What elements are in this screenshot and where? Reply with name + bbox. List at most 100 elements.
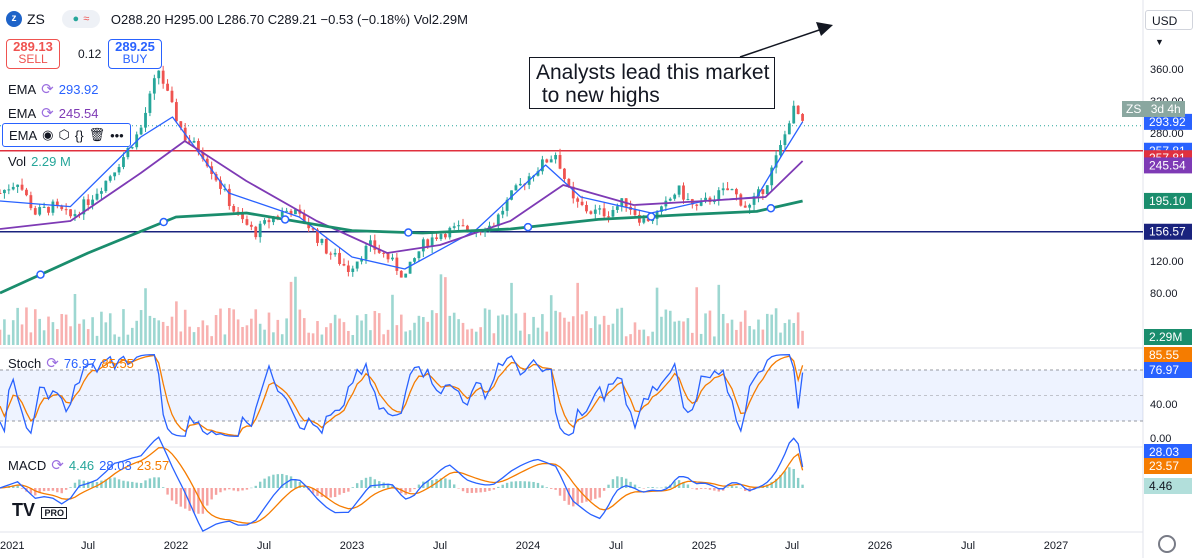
candle-body[interactable] xyxy=(86,199,90,205)
candle-body[interactable] xyxy=(360,259,363,262)
candle-body[interactable] xyxy=(373,240,377,250)
macd-signal-line[interactable] xyxy=(0,446,804,524)
candle-body[interactable] xyxy=(166,83,169,91)
buy-button[interactable]: 289.25 BUY xyxy=(108,39,162,69)
ema-line[interactable] xyxy=(0,199,803,295)
candle-body[interactable] xyxy=(483,231,487,233)
ema-marker[interactable] xyxy=(523,222,533,232)
macd-legend[interactable]: MACD ⟳ 4.46 28.03 23.57 xyxy=(8,456,169,474)
candle-body[interactable] xyxy=(386,253,390,260)
candle-body[interactable] xyxy=(170,90,174,103)
symbol-logo-icon[interactable]: z xyxy=(6,11,22,27)
candle-body[interactable] xyxy=(783,134,787,146)
candle-body[interactable] xyxy=(197,140,200,153)
candle-body[interactable] xyxy=(382,252,386,254)
candle-body[interactable] xyxy=(571,186,575,199)
candle-body[interactable] xyxy=(126,147,130,158)
candle-body[interactable] xyxy=(699,200,703,206)
candle-body[interactable] xyxy=(779,145,782,156)
candle-body[interactable] xyxy=(161,70,165,84)
candle-body[interactable] xyxy=(223,188,227,190)
candle-body[interactable] xyxy=(580,201,584,205)
refresh-icon[interactable]: ⟳ xyxy=(51,457,64,474)
candle-body[interactable] xyxy=(122,157,125,168)
candle-body[interactable] xyxy=(64,209,68,211)
candle-body[interactable] xyxy=(289,210,293,215)
refresh-icon[interactable]: ⟳ xyxy=(41,81,54,98)
candle-body[interactable] xyxy=(192,140,196,143)
candle-body[interactable] xyxy=(55,201,59,206)
candle-body[interactable] xyxy=(316,229,319,243)
candle-body[interactable] xyxy=(435,237,438,239)
visibility-toggle-icon[interactable]: ● ≈ xyxy=(61,10,100,28)
candle-body[interactable] xyxy=(787,123,791,135)
candle-body[interactable] xyxy=(113,172,117,177)
candle-body[interactable] xyxy=(589,211,593,214)
candle-body[interactable] xyxy=(82,199,86,215)
candle-body[interactable] xyxy=(408,261,412,274)
ema-marker[interactable] xyxy=(404,228,413,237)
ema-mid-legend[interactable]: EMA ⟳ 245.54 xyxy=(8,104,99,122)
candle-body[interactable] xyxy=(660,206,663,212)
trash-icon[interactable]: 🗑 xyxy=(88,127,106,142)
annotation-box[interactable]: Analysts lead this market to new highs xyxy=(529,57,775,109)
candle-body[interactable] xyxy=(774,155,778,168)
chart-settings-icon[interactable] xyxy=(1158,535,1176,553)
candle-body[interactable] xyxy=(421,239,425,252)
candle-body[interactable] xyxy=(735,189,738,195)
candle-body[interactable] xyxy=(426,239,430,247)
source-code-icon[interactable]: {} xyxy=(74,127,84,143)
candle-body[interactable] xyxy=(280,211,284,217)
refresh-icon[interactable]: ⟳ xyxy=(41,105,54,122)
candle-body[interactable] xyxy=(536,171,540,176)
candle-body[interactable] xyxy=(285,210,289,212)
candle-body[interactable] xyxy=(757,189,760,197)
candle-body[interactable] xyxy=(130,147,134,149)
candle-body[interactable] xyxy=(540,159,544,172)
settings-icon[interactable]: ⬡ xyxy=(58,127,70,142)
candle-body[interactable] xyxy=(271,216,275,223)
candle-body[interactable] xyxy=(307,223,311,229)
candle-body[interactable] xyxy=(730,189,734,191)
candle-body[interactable] xyxy=(144,112,147,128)
candle-body[interactable] xyxy=(413,258,416,262)
candle-body[interactable] xyxy=(38,207,42,215)
candle-body[interactable] xyxy=(717,190,721,201)
candle-body[interactable] xyxy=(157,70,161,79)
candle-body[interactable] xyxy=(338,252,341,264)
candle-body[interactable] xyxy=(726,188,729,191)
candle-body[interactable] xyxy=(108,176,112,181)
symbol-ticker[interactable]: ZS xyxy=(27,11,45,27)
candle-body[interactable] xyxy=(16,184,20,187)
candle-body[interactable] xyxy=(602,208,606,217)
candle-body[interactable] xyxy=(302,213,306,224)
volume-legend[interactable]: Vol 2.29 M xyxy=(8,154,71,169)
candle-body[interactable] xyxy=(563,168,566,179)
candle-body[interactable] xyxy=(51,201,55,213)
candle-body[interactable] xyxy=(329,253,333,255)
candle-body[interactable] xyxy=(721,188,725,191)
candle-body[interactable] xyxy=(761,189,765,194)
candle-body[interactable] xyxy=(558,155,562,169)
candle-body[interactable] xyxy=(355,261,359,269)
candle-body[interactable] xyxy=(33,208,37,215)
candle-body[interactable] xyxy=(395,257,399,271)
ema-marker[interactable] xyxy=(280,215,290,224)
candle-body[interactable] xyxy=(633,209,637,215)
candle-body[interactable] xyxy=(29,195,33,209)
candle-body[interactable] xyxy=(642,218,646,223)
candle-body[interactable] xyxy=(249,224,253,227)
candle-body[interactable] xyxy=(47,206,50,213)
candle-body[interactable] xyxy=(510,190,513,200)
candle-body[interactable] xyxy=(549,159,553,163)
candle-body[interactable] xyxy=(598,208,602,210)
candle-body[interactable] xyxy=(668,198,672,201)
candle-body[interactable] xyxy=(342,263,346,266)
candle-body[interactable] xyxy=(73,214,77,217)
candle-body[interactable] xyxy=(7,189,11,191)
ema-slow-legend[interactable]: EMA ◉ ⬡ {} 🗑 ••• xyxy=(2,123,131,147)
candle-body[interactable] xyxy=(801,114,804,121)
candle-body[interactable] xyxy=(100,191,103,194)
candle-body[interactable] xyxy=(117,167,121,173)
ema-marker[interactable] xyxy=(159,217,168,227)
